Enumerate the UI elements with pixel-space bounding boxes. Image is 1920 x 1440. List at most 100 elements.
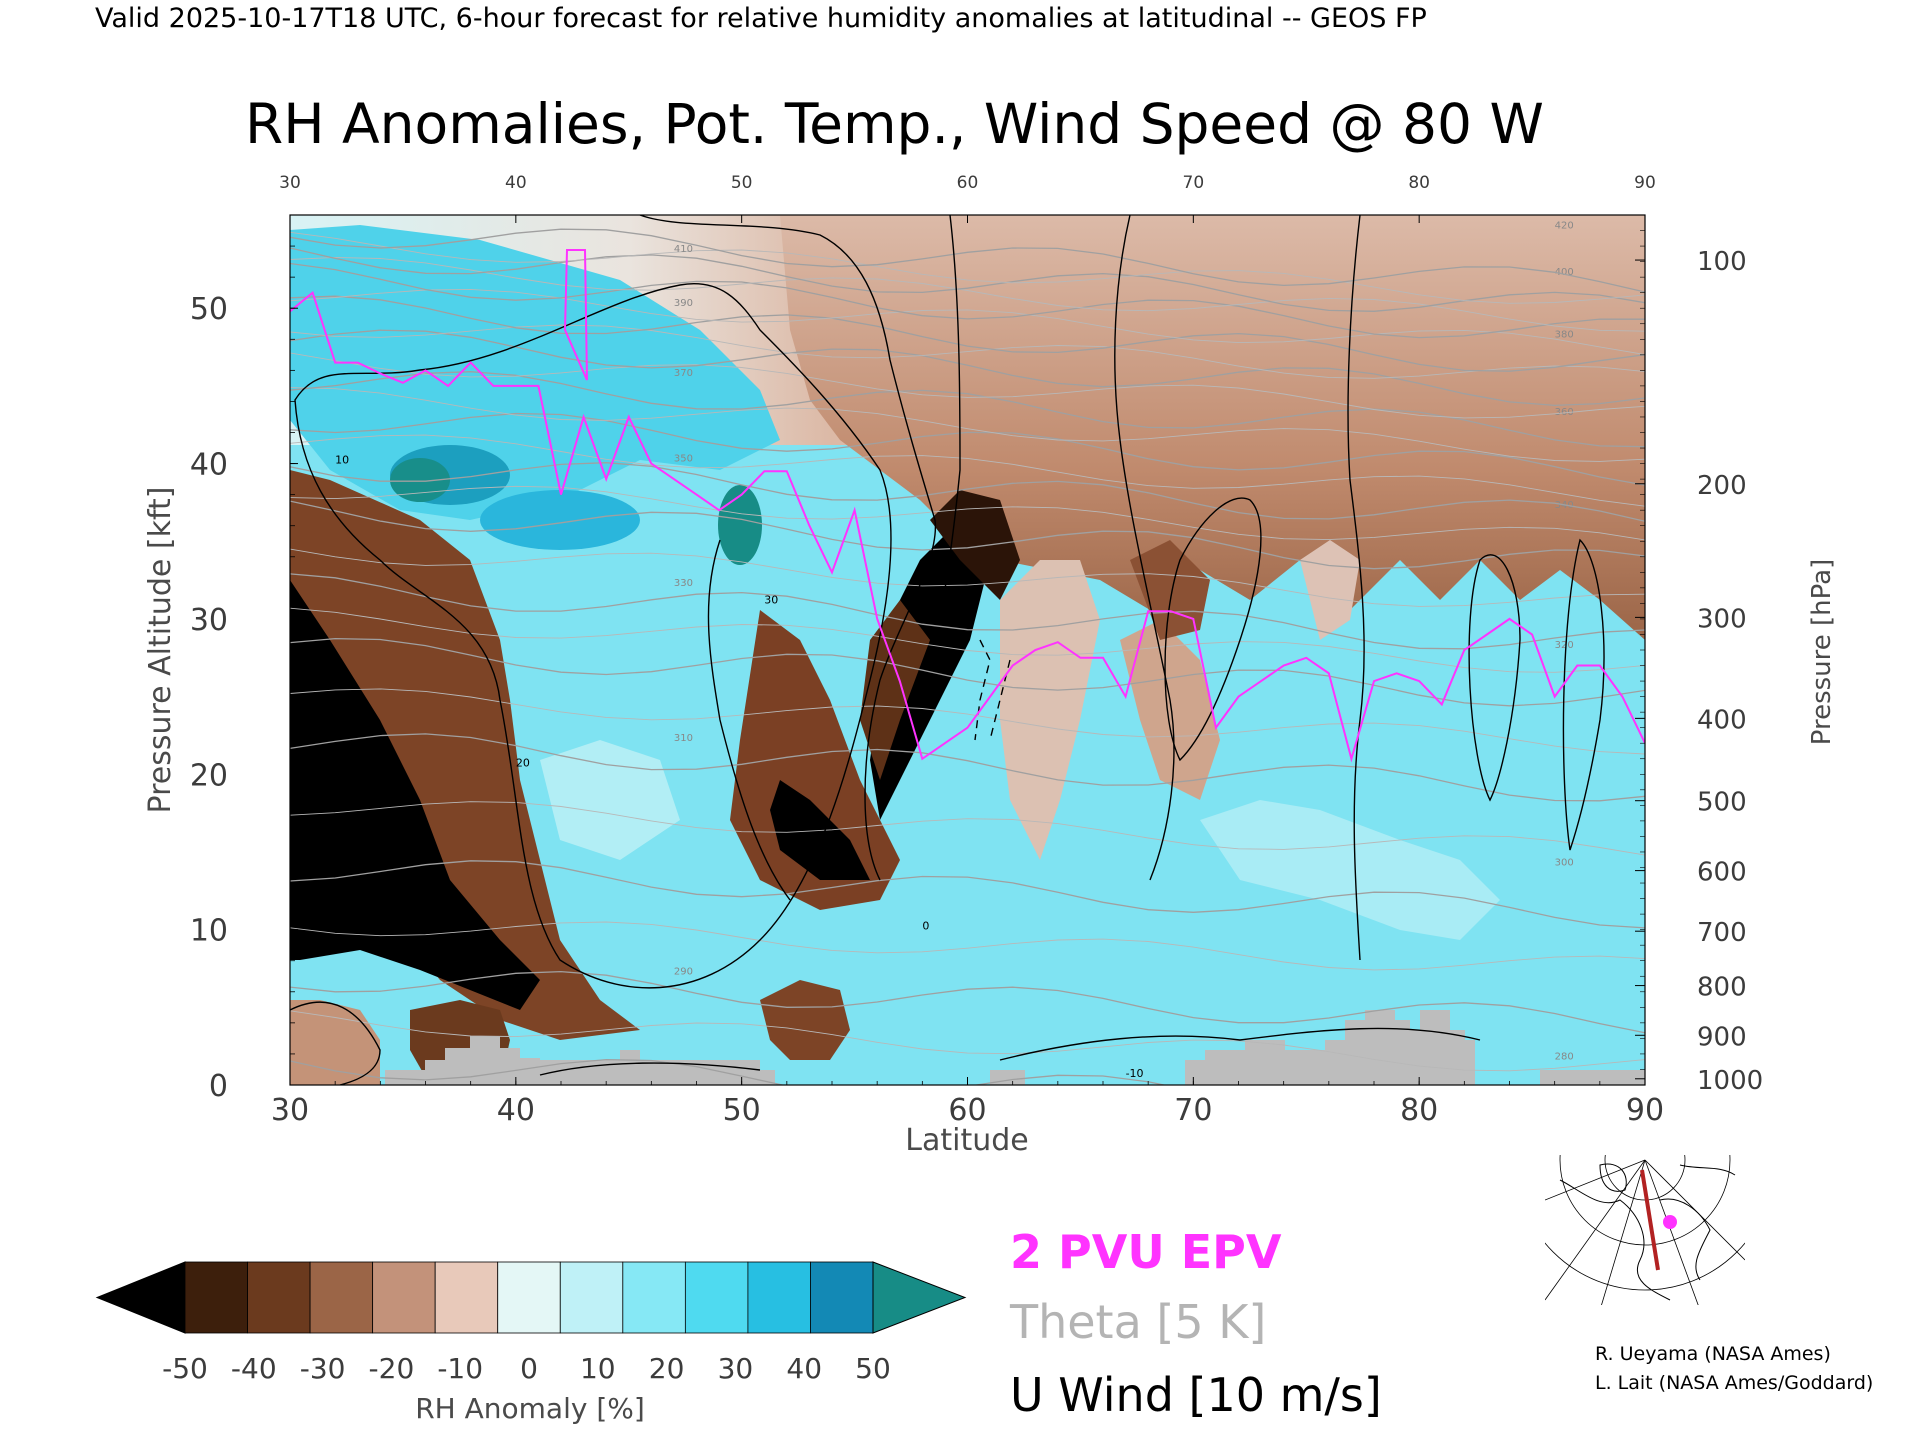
theta-contour — [290, 262, 1645, 339]
theta-label: 380 — [1555, 329, 1574, 340]
theta-contour — [290, 231, 1645, 304]
theta-label: 320 — [1555, 640, 1574, 651]
theta-contour — [290, 256, 1645, 332]
y-tick-label: 30 — [190, 603, 228, 638]
theta-contour — [290, 288, 1645, 356]
theta-contour — [290, 733, 1645, 802]
theta-label: 410 — [674, 244, 693, 255]
x-tick-label-top: 70 — [1183, 173, 1205, 193]
theta-contour — [290, 860, 1645, 929]
axes: 3030404050506060707080809090010203040501… — [190, 173, 1763, 1128]
colorbar-tick-label: -10 — [437, 1352, 483, 1385]
location-marker — [1663, 1215, 1677, 1229]
theta-contour — [290, 921, 1645, 971]
theta-label: 310 — [674, 733, 693, 744]
theta-contour — [290, 548, 1645, 607]
legend-epv: 2 PVU EPV — [1010, 1225, 1282, 1279]
theta-contour — [290, 970, 1645, 1034]
pressure-tick-label: 500 — [1697, 788, 1747, 818]
y-tick-label: 0 — [209, 1069, 228, 1104]
theta-label: 370 — [674, 368, 693, 379]
epv-2pvu-line — [290, 290, 1645, 763]
theta-contour — [290, 637, 1645, 707]
legend-u-wind: U Wind [10 m/s] — [1010, 1368, 1382, 1422]
colorbar-swatch — [434, 1261, 499, 1334]
y-tick-label: 10 — [190, 914, 228, 949]
colorbar-tick-label: 50 — [855, 1352, 891, 1385]
u-wind-label: 30 — [764, 593, 778, 606]
colorbar-tick-label: 10 — [580, 1352, 616, 1385]
y-tick-label: 50 — [190, 292, 228, 327]
colorbar-swatch — [622, 1261, 686, 1334]
epv-spike — [563, 249, 588, 381]
colorbar: -50 -40 -30 -20 -10 0 10 20 30 40 50 — [95, 1261, 967, 1385]
theta-contour — [290, 295, 1645, 372]
theta-contour — [290, 228, 1645, 293]
u-wind-label: 10 — [335, 454, 349, 467]
colorbar-tick-label: 0 — [520, 1352, 538, 1385]
x-tick-label-top: 80 — [1408, 173, 1430, 193]
colorbar-tick-label: 20 — [649, 1352, 685, 1385]
colorbar-tick-label: 40 — [786, 1352, 822, 1385]
cross-section-line — [1640, 1169, 1660, 1271]
x-tick-label-top: 90 — [1634, 173, 1656, 193]
pressure-tick-label: 300 — [1697, 604, 1747, 634]
x-tick-label: 50 — [723, 1093, 761, 1128]
credit-line-2: L. Lait (NASA Ames/Goddard) — [1595, 1372, 1874, 1394]
pressure-tick-label: 900 — [1697, 1022, 1747, 1052]
x-tick-label-top: 50 — [731, 173, 753, 193]
colorbar-swatch — [559, 1261, 624, 1334]
colorbar-swatch — [247, 1261, 311, 1334]
x-tick-label-top: 30 — [279, 173, 301, 193]
pressure-tick-label: 400 — [1697, 705, 1747, 735]
pressure-tick-label: 1000 — [1697, 1066, 1763, 1096]
theta-contour — [290, 500, 1645, 570]
theta-contour — [290, 688, 1645, 755]
colorbar-swatch — [684, 1261, 749, 1334]
theta-contours: 2802903003103203303403503603703803904004… — [290, 221, 1645, 1085]
u-wind-label: 20 — [516, 757, 530, 770]
x-tick-label: 80 — [1400, 1093, 1438, 1128]
y-tick-label: 20 — [190, 758, 228, 793]
x-tick-label: 70 — [1174, 1093, 1212, 1128]
u-wind-label: -10 — [1126, 1067, 1144, 1080]
x-tick-label-top: 60 — [957, 173, 979, 193]
pressure-tick-label: 700 — [1697, 918, 1747, 948]
theta-contour — [290, 607, 1645, 673]
colorbar-swatch — [810, 1261, 874, 1334]
credit-line-1: R. Ueyama (NASA Ames) — [1595, 1343, 1831, 1365]
theta-contour — [290, 573, 1645, 650]
x-tick-label: 40 — [497, 1093, 535, 1128]
x-tick-label: 30 — [271, 1093, 309, 1128]
colorbar-tick-label: -50 — [162, 1352, 208, 1385]
theta-contour — [290, 352, 1645, 419]
theta-label: 330 — [674, 578, 693, 589]
theta-contour — [290, 329, 1645, 407]
x-tick-label: 90 — [1626, 1093, 1664, 1128]
pressure-tick-label: 200 — [1697, 471, 1747, 501]
inset-map — [1545, 1155, 1745, 1305]
pressure-tick-label: 800 — [1697, 973, 1747, 1003]
colorbar-swatch — [372, 1261, 436, 1334]
theta-label: 300 — [1555, 858, 1574, 869]
colorbar-tick-label: -30 — [300, 1352, 346, 1385]
pressure-tick-label: 600 — [1697, 858, 1747, 888]
theta-label: 350 — [674, 454, 693, 465]
y-axis-title: Pressure Altitude [kft] — [143, 487, 178, 814]
theta-label: 390 — [674, 298, 693, 309]
u-wind-label: 0 — [922, 920, 929, 933]
theta-contour — [290, 324, 1645, 379]
rh-anomaly-field: 2802903003103203303403503603703803904004… — [290, 215, 1645, 1085]
theta-contour — [290, 434, 1645, 507]
theta-contour — [290, 1010, 1645, 1072]
colorbar-tick-label: 30 — [718, 1352, 754, 1385]
theta-contour — [290, 485, 1645, 541]
x-tick-label-top: 40 — [505, 173, 527, 193]
colorbar-extend-high — [872, 1261, 967, 1334]
legend-theta: Theta [5 K] — [1010, 1295, 1267, 1349]
y-tick-label: 40 — [190, 448, 228, 483]
theta-contour — [290, 371, 1645, 448]
colorbar-tick-label: -20 — [369, 1352, 415, 1385]
chart-title: RH Anomalies, Pot. Temp., Wind Speed @ 8… — [245, 92, 1544, 156]
